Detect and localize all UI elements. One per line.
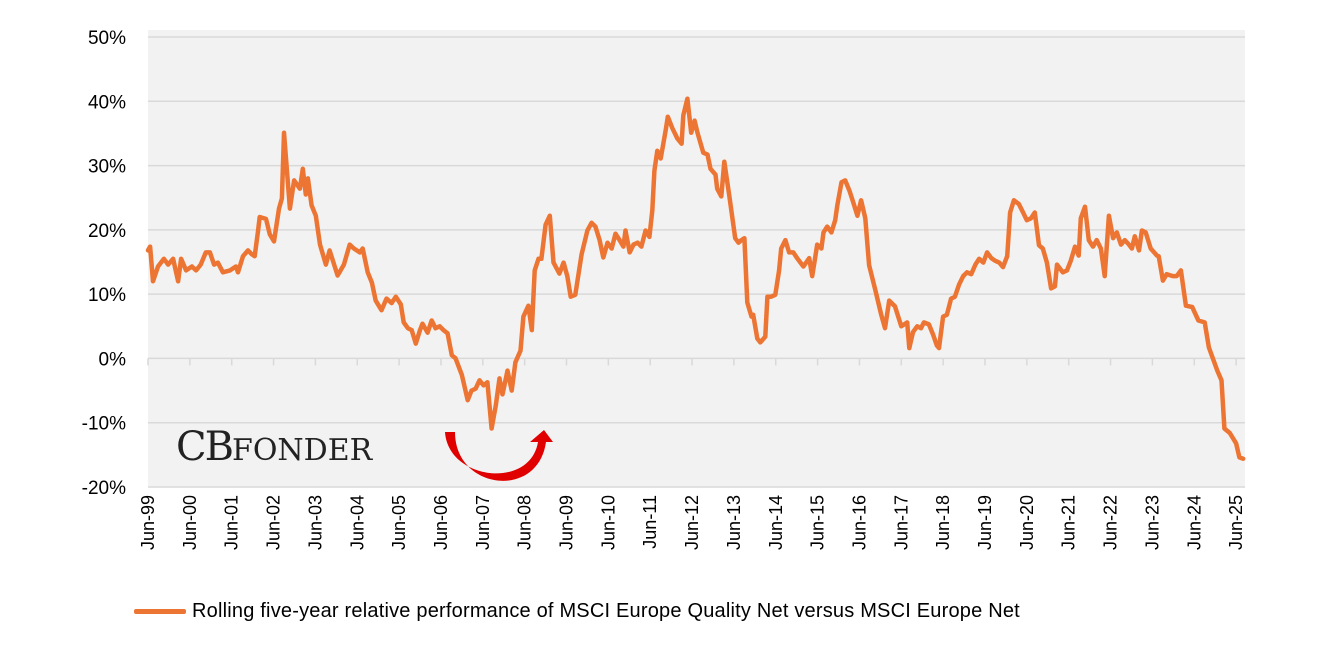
x-tick-label: Jun-21 bbox=[1059, 495, 1079, 550]
y-tick-label: 30% bbox=[88, 157, 126, 178]
x-tick-label: Jun-03 bbox=[305, 495, 325, 550]
x-tick-label: Jun-06 bbox=[431, 495, 451, 550]
gridlines bbox=[148, 36, 1245, 488]
x-tick-label: Jun-07 bbox=[473, 495, 493, 550]
y-tick-label: -10% bbox=[82, 414, 126, 435]
legend-label: Rolling five-year relative performance o… bbox=[192, 600, 1020, 622]
x-tick-label: Jun-17 bbox=[891, 495, 911, 550]
x-tick-label: Jun-13 bbox=[724, 495, 744, 550]
x-tick-label: Jun-24 bbox=[1184, 495, 1204, 550]
plot-background bbox=[148, 30, 1245, 487]
x-tick-label: Jun-25 bbox=[1226, 495, 1246, 550]
red-curved-rebound-arrow-icon bbox=[445, 430, 553, 481]
x-tick-label: Jun-16 bbox=[849, 495, 869, 550]
x-tick-label: Jun-01 bbox=[222, 495, 242, 550]
y-tick-label: 50% bbox=[88, 28, 126, 49]
x-axis-tick-labels: Jun-99 Jun-00 Jun-01 Jun-02 Jun-03 Jun-04 Jun-… bbox=[138, 495, 1246, 550]
x-tick-label: Jun-99 bbox=[138, 495, 158, 550]
y-tick-label: 10% bbox=[88, 285, 126, 306]
y-tick-label: -20% bbox=[82, 478, 126, 499]
x-tick-label: Jun-05 bbox=[389, 495, 409, 550]
x-tick-label: Jun-10 bbox=[598, 495, 618, 550]
x-tick-label: Jun-22 bbox=[1101, 495, 1121, 550]
x-axis bbox=[147, 357, 1245, 366]
y-axis-tick-labels: -20% -10% 0% 10% 20% 30% 40% 50% bbox=[82, 28, 126, 499]
x-tick-label: Jun-00 bbox=[180, 495, 200, 550]
legend-swatch bbox=[134, 609, 186, 614]
y-tick-label: 0% bbox=[99, 349, 127, 370]
x-tick-label: Jun-18 bbox=[933, 495, 953, 550]
x-tick-label: Jun-09 bbox=[557, 495, 577, 550]
x-tick-label: Jun-12 bbox=[682, 495, 702, 550]
cb-fonder-logo: CBFONDER bbox=[176, 424, 372, 470]
x-tick-label: Jun-20 bbox=[1017, 495, 1037, 550]
x-tick-label: Jun-15 bbox=[808, 495, 828, 550]
legend: Rolling five-year relative performance o… bbox=[134, 600, 1020, 623]
y-tick-label: 20% bbox=[88, 221, 126, 242]
x-tick-label: Jun-04 bbox=[347, 495, 367, 550]
y-tick-label: 40% bbox=[88, 92, 126, 113]
x-tick-label: Jun-02 bbox=[264, 495, 284, 550]
x-tick-label: Jun-08 bbox=[515, 495, 535, 550]
x-tick-label: Jun-23 bbox=[1142, 495, 1162, 550]
x-tick-label: Jun-19 bbox=[975, 495, 995, 550]
series-line bbox=[145, 96, 1246, 461]
x-tick-label: Jun-14 bbox=[766, 495, 786, 550]
logo-text-cb: CB bbox=[176, 424, 234, 470]
x-tick-label: Jun-11 bbox=[640, 495, 660, 549]
logo-text-fonder: FONDER bbox=[232, 433, 373, 468]
